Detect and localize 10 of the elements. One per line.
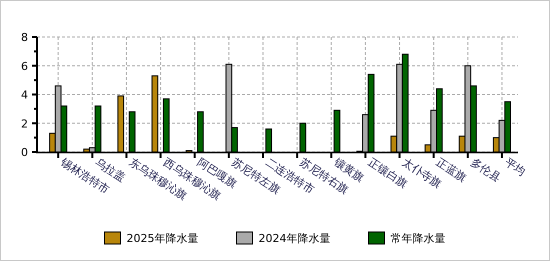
legend-label: 2025年降水量 bbox=[126, 232, 198, 245]
y-tick-label: 8 bbox=[21, 31, 28, 44]
legend-label: 2024年降水量 bbox=[258, 232, 330, 245]
y-tick-label: 2 bbox=[21, 117, 28, 130]
legend-label: 常年降水量 bbox=[390, 232, 446, 245]
y-tick-label: 4 bbox=[21, 88, 28, 102]
x-tick-label: 多伦县 bbox=[468, 156, 503, 184]
x-tick-label: 平均 bbox=[502, 156, 528, 178]
y-tick-label: 6 bbox=[21, 60, 28, 73]
y-tick-label: 0 bbox=[21, 146, 28, 159]
